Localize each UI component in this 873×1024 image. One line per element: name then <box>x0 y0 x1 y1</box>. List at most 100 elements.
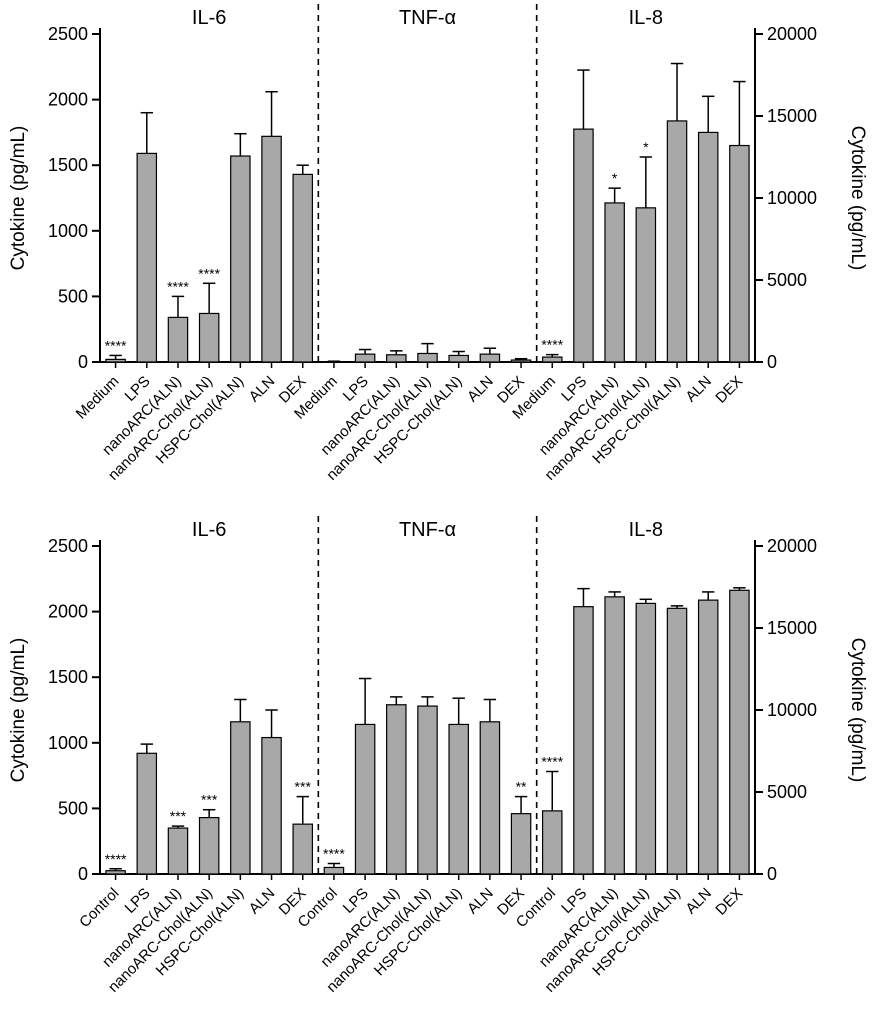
bar <box>697 131 719 363</box>
bar <box>541 810 563 875</box>
left-axis-tick-label: 500 <box>58 798 88 818</box>
bar <box>105 870 126 875</box>
bar <box>635 602 657 875</box>
bar <box>386 354 407 363</box>
significance-stars: **** <box>198 265 220 281</box>
bar <box>448 354 469 363</box>
bar <box>573 128 594 363</box>
right-axis-tick-label: 15000 <box>767 618 817 638</box>
left-axis-tick-label: 1500 <box>48 155 88 175</box>
bar <box>167 316 189 363</box>
right-axis-label: Cytokine (pg/mL) <box>847 126 868 271</box>
bar <box>386 704 407 875</box>
left-axis-tick-label: 2000 <box>48 602 88 622</box>
bar <box>136 152 158 363</box>
bar <box>666 120 688 363</box>
significance-stars: ** <box>516 779 527 795</box>
bar <box>448 723 469 875</box>
left-axis-tick-label: 500 <box>58 286 88 306</box>
bar <box>198 312 220 363</box>
bar <box>417 352 438 363</box>
bar <box>261 736 282 875</box>
right-axis-tick-label: 10000 <box>767 188 817 208</box>
bar <box>729 589 750 875</box>
bar <box>230 155 251 363</box>
bar <box>573 606 594 875</box>
bar <box>635 207 657 363</box>
significance-stars: **** <box>105 337 127 353</box>
significance-stars: * <box>612 170 618 186</box>
left-axis-tick-label: 1000 <box>48 733 88 753</box>
significance-stars: **** <box>105 851 127 867</box>
left-axis-tick-label: 2500 <box>48 536 88 556</box>
left-axis-tick-label: 2500 <box>48 24 88 44</box>
section-title: IL-8 <box>629 519 663 541</box>
left-axis-label: Cytokine (pg/mL) <box>8 126 29 271</box>
bar <box>729 144 750 363</box>
left-axis-tick-label: 0 <box>78 352 88 372</box>
bar <box>230 721 251 875</box>
right-axis-tick-label: 0 <box>767 352 777 372</box>
bar <box>323 866 345 875</box>
x-tick-label: Medium <box>73 373 123 423</box>
bar <box>666 607 688 875</box>
bar <box>479 721 501 875</box>
right-axis-label: Cytokine (pg/mL) <box>847 638 868 783</box>
bar <box>510 813 532 875</box>
bar-chart-top: 0 500 1000 1500 2000 2500 0 5000 10000 15000 20000… <box>8 4 868 484</box>
bar-chart-bottom: 0 500 1000 1500 2000 2500 0 5000 10000 15000 20000… <box>8 516 868 996</box>
bar <box>292 173 314 363</box>
x-tick-label: Control <box>76 885 122 931</box>
significance-stars: **** <box>541 754 563 770</box>
significance-stars: **** <box>541 337 563 353</box>
section-title: IL-6 <box>192 7 226 29</box>
bar <box>697 599 719 875</box>
x-tick-label: ALN <box>246 373 279 406</box>
significance-stars: *** <box>295 779 312 795</box>
right-axis-tick-label: 15000 <box>767 106 817 126</box>
x-tick-label: ALN <box>246 885 279 918</box>
bar <box>417 705 438 875</box>
significance-stars: **** <box>167 278 189 294</box>
bar <box>105 358 126 363</box>
section-title: IL-8 <box>629 7 663 29</box>
left-axis-tick-label: 1000 <box>48 221 88 241</box>
left-axis-tick-label: 0 <box>78 864 88 884</box>
significance-stars: * <box>643 139 649 155</box>
x-tick-label: ALN <box>682 885 715 918</box>
right-axis-tick-label: 20000 <box>767 536 817 556</box>
bar <box>292 823 314 875</box>
left-axis-tick-label: 1500 <box>48 667 88 687</box>
x-tick-label: DEX <box>712 885 746 919</box>
right-axis-tick-label: 5000 <box>767 782 807 802</box>
right-axis-tick-label: 10000 <box>767 700 817 720</box>
bar <box>261 135 282 363</box>
bar <box>354 723 376 875</box>
bar <box>136 752 158 875</box>
x-tick-label: DEX <box>712 373 746 407</box>
left-axis-label: Cytokine (pg/mL) <box>8 638 29 783</box>
left-axis-tick-label: 2000 <box>48 90 88 110</box>
panel-top: 0 500 1000 1500 2000 2500 0 5000 10000 15000 20000… <box>8 4 868 484</box>
significance-stars: *** <box>201 792 218 808</box>
section-title: TNF-α <box>399 519 456 541</box>
bar <box>354 353 376 363</box>
significance-stars: *** <box>170 808 187 824</box>
bar <box>541 356 563 363</box>
bar <box>167 827 189 875</box>
significance-stars: **** <box>323 846 345 862</box>
panel-bottom: 0 500 1000 1500 2000 2500 0 5000 10000 15000 20000… <box>0 512 873 1024</box>
section-title: IL-6 <box>192 519 226 541</box>
section-title: TNF-α <box>399 7 456 29</box>
right-axis-tick-label: 5000 <box>767 270 807 290</box>
bar <box>604 202 625 363</box>
bar <box>479 353 501 363</box>
right-axis-tick-label: 0 <box>767 864 777 884</box>
x-tick-label: ALN <box>682 373 715 406</box>
bar <box>198 816 220 875</box>
right-axis-tick-label: 20000 <box>767 24 817 44</box>
x-tick-label: ALN <box>464 373 497 406</box>
x-tick-label: ALN <box>464 885 497 918</box>
bar <box>604 596 625 875</box>
